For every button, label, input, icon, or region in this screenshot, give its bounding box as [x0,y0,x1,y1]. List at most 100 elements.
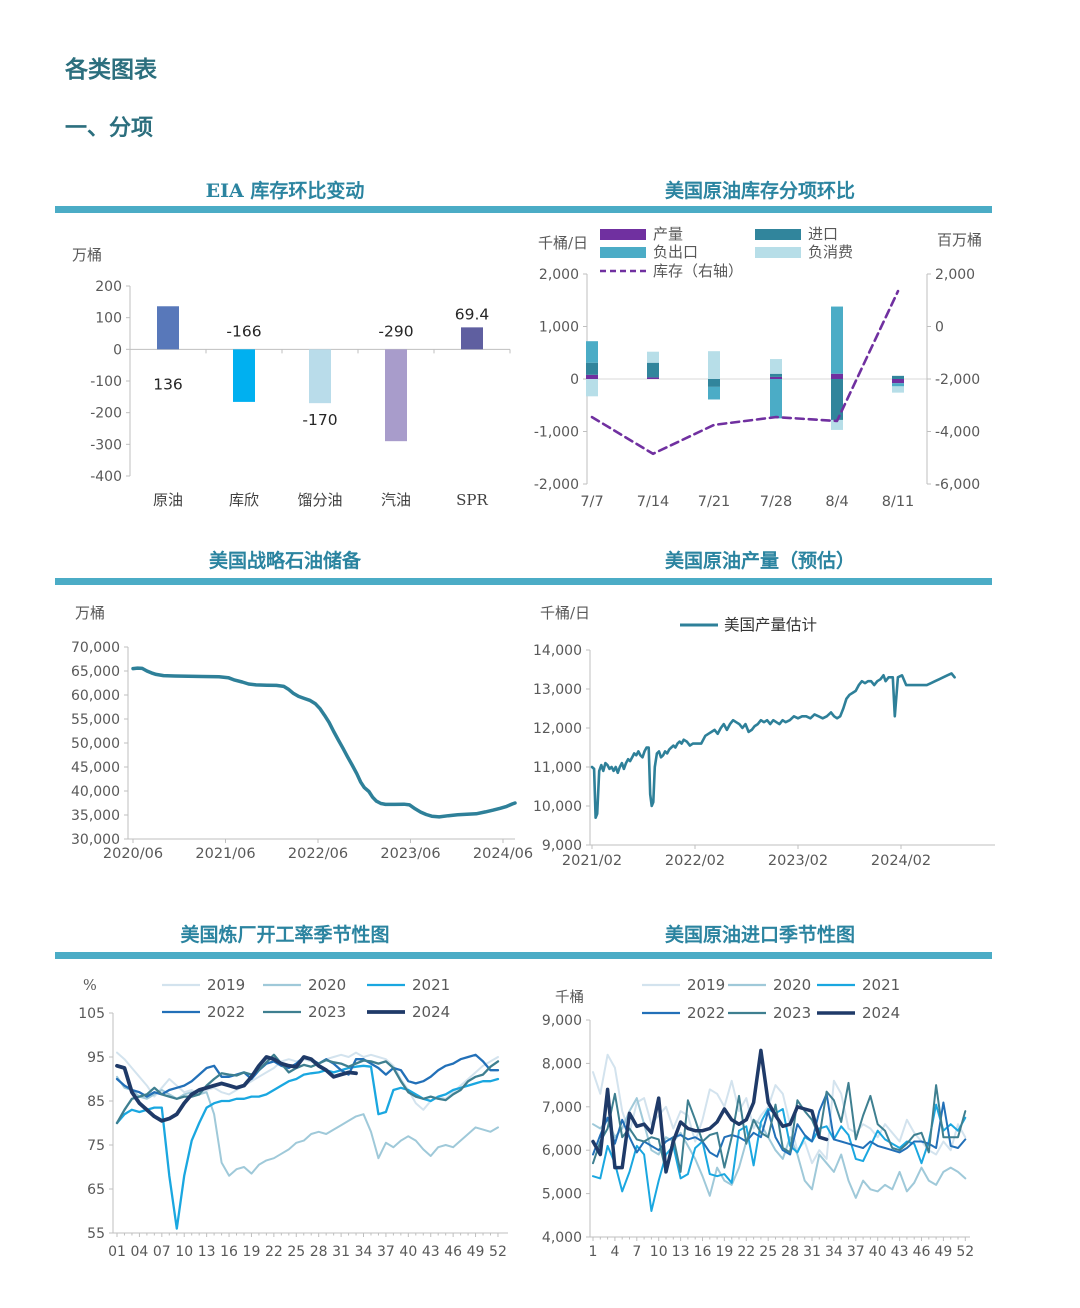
svg-text:2020: 2020 [773,976,811,994]
svg-text:2023: 2023 [773,1004,811,1022]
svg-text:2020/06: 2020/06 [103,846,163,862]
svg-text:95: 95 [87,1050,105,1066]
svg-text:SPR: SPR [456,491,488,509]
svg-text:0: 0 [935,320,944,336]
svg-text:7: 7 [632,1244,641,1260]
svg-text:-166: -166 [226,322,261,340]
svg-text:汽油: 汽油 [381,491,411,509]
svg-text:37: 37 [847,1244,865,1260]
svg-text:200: 200 [95,279,122,295]
svg-text:2,000: 2,000 [539,267,579,283]
chart-title-inventory-breakdown: 美国原油库存分项环比 [664,180,855,202]
chart-eia-inventory-change: 200 100 0 -100 -200 -300 -400 万桶 136 原油 -166 库欣 -170… [72,246,511,509]
svg-text:千桶/日: 千桶/日 [540,604,590,622]
svg-text:30,000: 30,000 [71,832,120,848]
svg-text:2021/02: 2021/02 [562,853,622,869]
chart-crude-production-estimate: 14,000 13,000 12,000 11,000 10,000 9,0002021/… [533,604,995,869]
svg-text:31: 31 [803,1244,821,1260]
separator-bar-row2 [55,578,992,585]
svg-text:2023/06: 2023/06 [380,846,440,862]
chart-title-refinery-utilization: 美国炼厂开工率季节性图 [180,924,390,946]
chart-crude-inventory-breakdown: 2,000 1,000 0 -1,000 -2,000 2,000 0 -2,000 -4,00… [534,225,982,510]
svg-text:19: 19 [715,1244,733,1260]
svg-text:49: 49 [467,1244,485,1260]
svg-text:2024/02: 2024/02 [871,853,931,869]
svg-text:43: 43 [422,1244,440,1260]
svg-text:28: 28 [310,1244,328,1260]
svg-text:-200: -200 [90,406,122,422]
svg-text:60,000: 60,000 [71,688,120,704]
svg-text:10: 10 [175,1244,193,1260]
svg-text:负出口: 负出口 [653,243,698,261]
svg-text:65,000: 65,000 [71,664,120,680]
svg-text:9,000: 9,000 [542,838,582,854]
svg-text:16: 16 [220,1244,238,1260]
svg-text:04: 04 [130,1244,148,1260]
svg-text:-2,000: -2,000 [935,372,980,388]
svg-text:45,000: 45,000 [71,760,120,776]
svg-text:13,000: 13,000 [533,682,582,698]
section-heading: 一、分项 [65,115,154,141]
svg-text:34: 34 [825,1244,843,1260]
svg-text:46: 46 [913,1244,931,1260]
svg-text:31: 31 [332,1244,350,1260]
page-title: 各类图表 [65,56,157,83]
svg-text:6,000: 6,000 [542,1143,582,1159]
svg-text:37: 37 [377,1244,395,1260]
svg-text:2022: 2022 [207,1003,245,1021]
svg-text:16: 16 [694,1244,712,1260]
svg-text:52: 52 [956,1244,974,1260]
svg-text:2021: 2021 [862,976,900,994]
svg-text:2020: 2020 [308,976,346,994]
svg-text:10: 10 [650,1244,668,1260]
separator-bar-row3 [55,952,992,959]
svg-text:万桶: 万桶 [75,604,105,622]
svg-text:2022: 2022 [687,1004,725,1022]
svg-text:库存（右轴）: 库存（右轴） [653,262,743,280]
svg-text:2023: 2023 [308,1003,346,1021]
svg-text:55,000: 55,000 [71,712,120,728]
svg-text:25: 25 [759,1244,777,1260]
svg-text:28: 28 [781,1244,799,1260]
svg-text:105: 105 [78,1006,105,1022]
svg-text:库欣: 库欣 [229,491,259,509]
svg-text:34: 34 [355,1244,373,1260]
svg-text:2022/06: 2022/06 [288,846,348,862]
svg-text:13: 13 [198,1244,216,1260]
svg-text:75: 75 [87,1138,105,1154]
separator-bar-row1 [55,206,992,213]
svg-text:5,000: 5,000 [542,1187,582,1203]
svg-text:-300: -300 [90,437,122,453]
svg-text:85: 85 [87,1094,105,1110]
chart-title-eia-change: EIA 库存环比变动 [205,180,365,202]
svg-text:13: 13 [672,1244,690,1260]
svg-text:原油: 原油 [153,491,183,509]
svg-text:07: 07 [153,1244,171,1260]
svg-text:千桶: 千桶 [555,989,584,1006]
svg-text:2024: 2024 [862,1004,900,1022]
svg-text:40,000: 40,000 [71,784,120,800]
svg-text:01: 01 [108,1244,126,1260]
svg-text:4: 4 [610,1244,619,1260]
svg-text:52: 52 [489,1244,507,1260]
svg-text:70,000: 70,000 [71,640,120,656]
svg-text:43: 43 [891,1244,909,1260]
svg-text:-100: -100 [90,374,122,390]
svg-text:4,000: 4,000 [542,1230,582,1246]
svg-text:0: 0 [113,342,122,358]
chart-title-crude-imports: 美国原油进口季节性图 [664,924,855,946]
svg-text:0: 0 [570,372,579,388]
chart-title-spr: 美国战略石油储备 [208,550,361,572]
svg-text:馏分油: 馏分油 [297,491,342,509]
svg-text:负消费: 负消费 [808,243,853,261]
svg-text:9,000: 9,000 [542,1013,582,1029]
svg-text:8/4: 8/4 [825,494,848,510]
svg-text:-2,000: -2,000 [534,477,579,493]
svg-text:40: 40 [869,1244,887,1260]
svg-text:12,000: 12,000 [533,721,582,737]
svg-text:2019: 2019 [687,976,725,994]
svg-text:2024/06: 2024/06 [473,846,533,862]
svg-text:7/7: 7/7 [580,494,603,510]
svg-text:%: % [83,978,97,994]
